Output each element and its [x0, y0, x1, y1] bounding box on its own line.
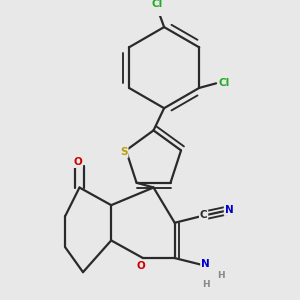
Text: O: O: [73, 157, 82, 167]
Text: H: H: [217, 271, 224, 280]
Text: H: H: [202, 280, 210, 289]
Text: Cl: Cl: [152, 0, 163, 9]
Text: O: O: [137, 261, 146, 271]
Text: C: C: [200, 210, 207, 220]
Text: Cl: Cl: [218, 78, 230, 88]
Text: N: N: [225, 205, 233, 215]
Text: S: S: [120, 147, 128, 157]
Text: N: N: [201, 260, 210, 269]
